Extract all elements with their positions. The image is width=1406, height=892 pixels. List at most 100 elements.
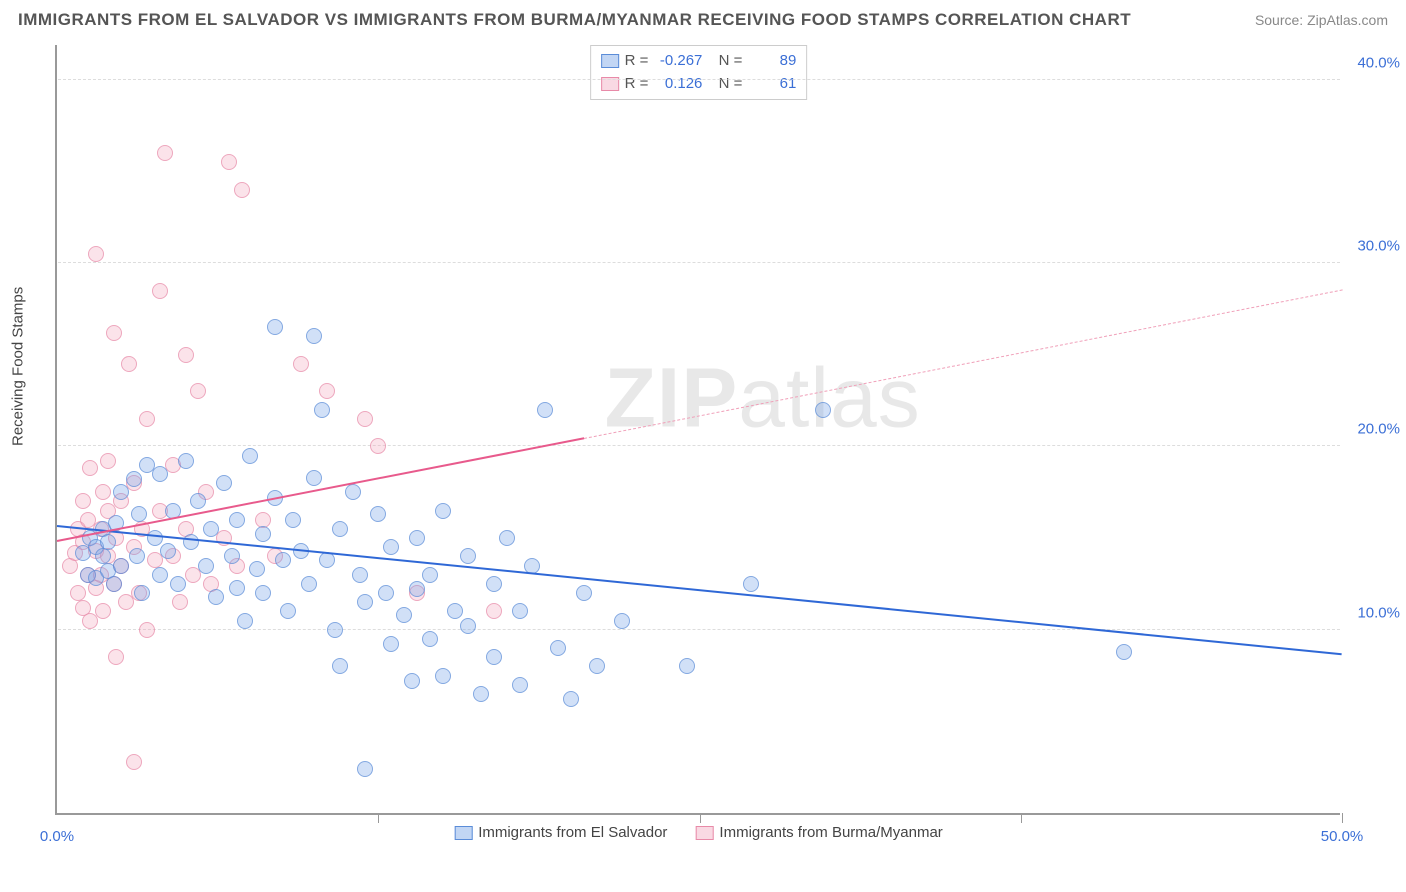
data-point-blue bbox=[435, 503, 451, 519]
data-point-blue bbox=[152, 466, 168, 482]
chart-source: Source: ZipAtlas.com bbox=[1255, 12, 1388, 28]
data-point-blue bbox=[486, 576, 502, 592]
data-point-blue bbox=[383, 636, 399, 652]
data-point-pink bbox=[157, 145, 173, 161]
data-point-blue bbox=[332, 521, 348, 537]
data-point-pink bbox=[139, 622, 155, 638]
data-point-pink bbox=[357, 411, 373, 427]
x-tick bbox=[1021, 813, 1022, 823]
legend-item-pink: Immigrants from Burma/Myanmar bbox=[695, 824, 942, 841]
data-point-blue bbox=[229, 512, 245, 528]
data-point-blue bbox=[183, 534, 199, 550]
data-point-blue bbox=[537, 402, 553, 418]
y-axis-label: Receiving Food Stamps bbox=[10, 287, 27, 446]
data-point-blue bbox=[332, 658, 348, 674]
x-tick bbox=[1342, 813, 1343, 823]
data-point-blue bbox=[512, 603, 528, 619]
data-point-blue bbox=[435, 668, 451, 684]
data-point-blue bbox=[113, 484, 129, 500]
data-point-pink bbox=[100, 453, 116, 469]
chart-header: IMMIGRANTS FROM EL SALVADOR VS IMMIGRANT… bbox=[18, 10, 1388, 30]
data-point-blue bbox=[550, 640, 566, 656]
data-point-blue bbox=[208, 589, 224, 605]
data-point-blue bbox=[131, 506, 147, 522]
data-point-blue bbox=[499, 530, 515, 546]
gridline-h bbox=[58, 629, 1340, 630]
data-point-blue bbox=[216, 475, 232, 491]
data-point-blue bbox=[404, 673, 420, 689]
data-point-blue bbox=[576, 585, 592, 601]
chart-title: IMMIGRANTS FROM EL SALVADOR VS IMMIGRANT… bbox=[18, 10, 1131, 30]
data-point-blue bbox=[100, 534, 116, 550]
data-point-blue bbox=[147, 530, 163, 546]
data-point-blue bbox=[95, 548, 111, 564]
data-point-blue bbox=[249, 561, 265, 577]
data-point-blue bbox=[422, 631, 438, 647]
data-point-blue bbox=[1116, 644, 1132, 660]
data-point-blue bbox=[743, 576, 759, 592]
data-point-blue bbox=[126, 471, 142, 487]
data-point-pink bbox=[121, 356, 137, 372]
data-point-pink bbox=[255, 512, 271, 528]
data-point-pink bbox=[126, 754, 142, 770]
trend-line bbox=[57, 525, 1342, 655]
data-point-blue bbox=[285, 512, 301, 528]
data-point-pink bbox=[293, 356, 309, 372]
trend-line bbox=[584, 290, 1342, 439]
y-tick-label: 40.0% bbox=[1357, 54, 1400, 71]
legend-item-blue: Immigrants from El Salvador bbox=[454, 824, 667, 841]
gridline-h bbox=[58, 262, 1340, 263]
data-point-blue bbox=[314, 402, 330, 418]
data-point-pink bbox=[152, 283, 168, 299]
data-point-pink bbox=[95, 484, 111, 500]
correlation-legend: R = -0.267 N = 89 R = 0.126 N = 61 bbox=[590, 45, 808, 100]
data-point-blue bbox=[327, 622, 343, 638]
data-point-blue bbox=[275, 552, 291, 568]
watermark: ZIPatlas bbox=[605, 350, 921, 447]
data-point-pink bbox=[139, 411, 155, 427]
x-tick bbox=[700, 813, 701, 823]
data-point-blue bbox=[106, 576, 122, 592]
x-tick bbox=[378, 813, 379, 823]
data-point-pink bbox=[108, 649, 124, 665]
data-point-blue bbox=[280, 603, 296, 619]
data-point-pink bbox=[234, 182, 250, 198]
data-point-blue bbox=[589, 658, 605, 674]
x-min-label: 0.0% bbox=[40, 828, 74, 845]
data-point-blue bbox=[229, 580, 245, 596]
data-point-pink bbox=[486, 603, 502, 619]
scatter-chart: ZIPatlas R = -0.267 N = 89 R = 0.126 N =… bbox=[55, 45, 1340, 815]
data-point-blue bbox=[396, 607, 412, 623]
data-point-pink bbox=[88, 246, 104, 262]
data-point-blue bbox=[679, 658, 695, 674]
data-point-pink bbox=[190, 383, 206, 399]
data-point-blue bbox=[301, 576, 317, 592]
data-point-pink bbox=[95, 603, 111, 619]
legend-row-pink: R = 0.126 N = 61 bbox=[601, 73, 797, 96]
data-point-pink bbox=[75, 493, 91, 509]
data-point-blue bbox=[383, 539, 399, 555]
data-point-pink bbox=[82, 460, 98, 476]
data-point-blue bbox=[190, 493, 206, 509]
data-point-pink bbox=[106, 325, 122, 341]
data-point-blue bbox=[345, 484, 361, 500]
data-point-blue bbox=[160, 543, 176, 559]
data-point-blue bbox=[242, 448, 258, 464]
data-point-blue bbox=[129, 548, 145, 564]
data-point-blue bbox=[357, 594, 373, 610]
data-point-blue bbox=[203, 521, 219, 537]
data-point-blue bbox=[306, 470, 322, 486]
data-point-blue bbox=[447, 603, 463, 619]
data-point-blue bbox=[563, 691, 579, 707]
data-point-pink bbox=[70, 585, 86, 601]
data-point-blue bbox=[306, 328, 322, 344]
y-tick-label: 30.0% bbox=[1357, 238, 1400, 255]
y-tick-label: 20.0% bbox=[1357, 421, 1400, 438]
data-point-blue bbox=[614, 613, 630, 629]
data-point-blue bbox=[198, 558, 214, 574]
gridline-h bbox=[58, 445, 1340, 446]
data-point-blue bbox=[409, 581, 425, 597]
data-point-blue bbox=[460, 618, 476, 634]
data-point-blue bbox=[473, 686, 489, 702]
data-point-blue bbox=[255, 526, 271, 542]
